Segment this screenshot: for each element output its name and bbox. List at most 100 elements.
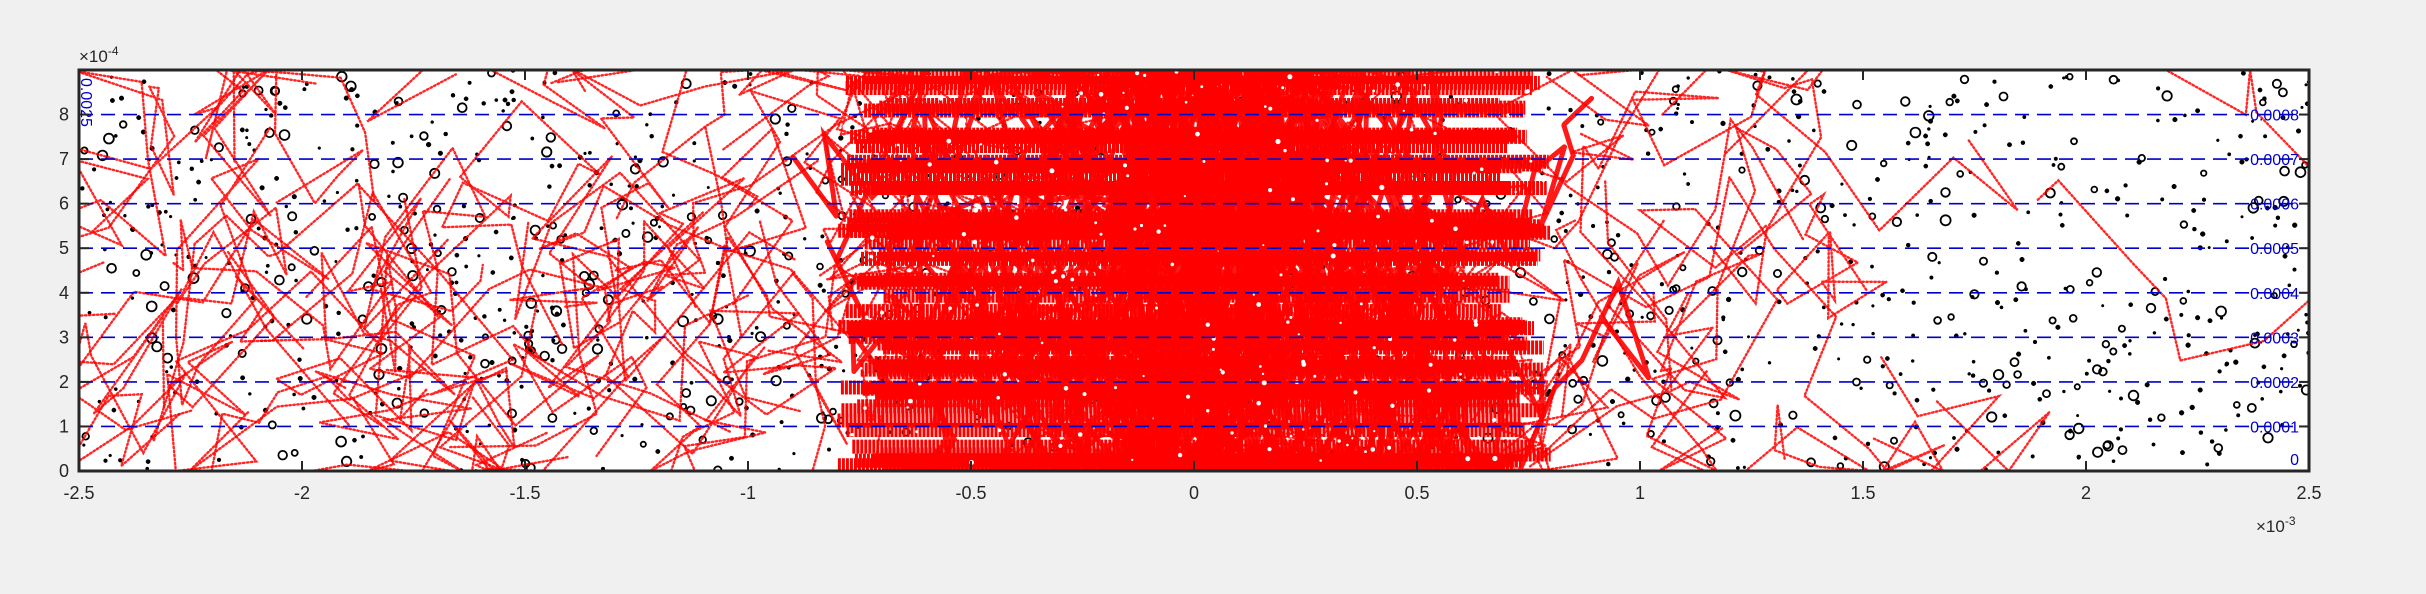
contour-label: 0.0002 [2250,375,2299,392]
x-tick-label: -2 [294,483,310,503]
particle-marker [1453,226,1458,232]
particle-marker [482,314,487,319]
trajectory-path [1053,349,1171,471]
particle-marker [2101,340,2111,349]
trajectory-path [510,270,796,423]
particle-marker [1880,364,1885,369]
particle-marker [1200,85,1204,89]
particle-marker [1409,127,1414,132]
particle-marker [398,204,403,209]
particle-marker [2046,355,2051,360]
particle-marker [1123,163,1127,168]
particle-marker [1820,214,1830,224]
particle-marker [2059,222,2065,228]
particle-marker [317,146,321,150]
particle-marker [1135,71,1140,76]
particle-marker [474,212,485,223]
particle-marker [409,321,415,326]
particle-marker [2172,117,2178,123]
particle-marker [433,233,437,237]
particle-marker [2270,291,2278,299]
particle-marker [961,232,967,237]
particle-marker [779,420,784,425]
particle-marker [1556,218,1562,224]
particle-marker [1430,218,1434,223]
particle-marker [1947,313,1955,321]
particle-marker [1998,91,2009,102]
particle-marker [692,159,696,163]
particle-marker [997,428,1002,433]
particle-marker [1202,160,1206,163]
particle-marker [407,270,419,282]
particle-marker [1563,343,1568,348]
particle-marker [1813,79,1822,88]
particle-marker [1880,292,1885,298]
particle-marker [596,338,600,342]
particle-marker [1689,120,1695,125]
x-tick-label: 2.5 [2296,483,2321,503]
particle-marker [1573,394,1583,404]
particle-marker [2189,404,2195,411]
particle-marker [1852,99,1862,110]
particle-marker [1289,434,1293,438]
particle-marker [1211,347,1215,351]
particle-marker [2179,312,2184,317]
particle-marker [1330,253,1336,259]
particle-marker [1928,456,1933,460]
particle-marker [1156,229,1161,234]
particle-marker [1281,86,1285,90]
particle-marker [1014,215,1019,220]
particle-marker [311,394,317,400]
particle-marker [2009,357,2020,368]
particle-marker [2118,427,2124,432]
particle-marker [510,216,515,221]
particle-marker [141,79,147,85]
particle-marker [549,305,555,311]
particle-marker [1402,109,1405,112]
trajectory-path [193,70,376,206]
particle-marker [1568,107,1573,113]
particle-marker [387,194,391,199]
particle-marker [908,398,913,404]
particle-marker [1163,224,1167,227]
particle-marker [293,230,299,235]
particle-marker [1821,305,1826,310]
particle-marker [2136,159,2142,165]
particle-marker [2236,413,2241,418]
particle-marker [159,281,170,292]
x-tick-label: 0.5 [1404,483,1429,503]
particle-marker [2179,220,2189,229]
trajectory-path [655,244,871,471]
particle-marker [146,204,151,209]
particle-marker [118,458,123,463]
particle-marker [2224,428,2228,432]
particle-marker [1544,313,1555,325]
particle-marker [1890,436,1899,445]
particle-marker [607,388,612,393]
particle-marker [1563,228,1568,234]
particle-marker [2171,183,2177,190]
particle-marker [2085,279,2094,287]
particle-marker [2297,383,2303,388]
particle-marker [437,150,443,156]
particle-marker [468,355,473,360]
trajectory-path [79,205,352,428]
particle-marker [1812,346,1818,351]
particle-marker [541,146,553,158]
particle-marker [450,93,456,98]
particle-marker [599,226,604,231]
particle-marker [2030,454,2035,459]
particle-marker [1925,141,1931,147]
particle-marker [1984,102,1990,108]
particle-marker [174,176,179,180]
trajectory-path [331,99,601,428]
particle-marker [1082,392,1087,397]
particle-marker [2151,442,2156,447]
y-tick-label: 0 [59,461,69,481]
particle-marker [2122,343,2128,349]
particle-marker [340,455,353,467]
particle-marker [277,450,288,461]
particle-marker [2186,289,2191,294]
particle-marker [2195,315,2201,321]
particle-marker [2295,128,2302,134]
